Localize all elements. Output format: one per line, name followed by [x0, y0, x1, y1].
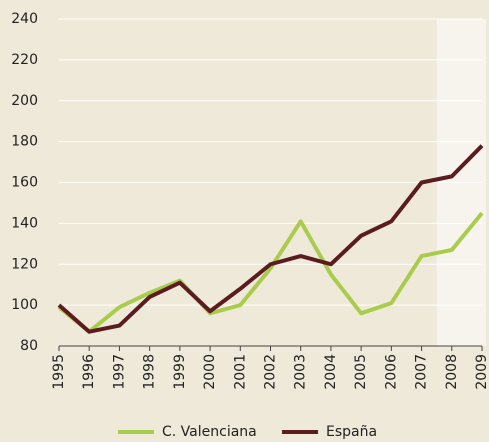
y-tick-label: 160	[11, 175, 38, 191]
y-tick-label: 220	[11, 52, 38, 68]
x-tick-label: 2001	[232, 354, 248, 390]
x-tick-label: 1995	[51, 354, 67, 390]
y-tick-label: 80	[20, 338, 38, 354]
y-tick-label: 100	[11, 297, 38, 313]
x-tick-label: 2002	[263, 354, 279, 390]
x-tick-label: 2006	[383, 354, 399, 390]
legend-label: C. Valenciana	[162, 424, 257, 440]
x-tick-label: 2008	[444, 354, 460, 390]
x-tick-label: 2005	[353, 354, 369, 390]
legend-label: España	[326, 424, 377, 440]
y-tick-label: 240	[11, 11, 38, 27]
series-line	[57, 211, 484, 334]
series-line	[57, 144, 484, 334]
x-tick-label: 2003	[293, 354, 309, 390]
x-tick-label: 1996	[81, 354, 97, 390]
x-tick-label: 2004	[323, 354, 339, 390]
x-tick-label: 1998	[142, 354, 158, 390]
y-tick-label: 140	[11, 215, 38, 231]
x-tick-label: 2009	[474, 354, 489, 390]
x-tick-label: 2007	[414, 354, 430, 390]
x-tick-label: 1997	[111, 354, 127, 390]
y-tick-label: 180	[11, 134, 38, 150]
x-tick-label: 2000	[202, 354, 218, 390]
y-tick-label: 120	[11, 256, 38, 272]
x-tick-label: 1999	[172, 354, 188, 390]
y-tick-label: 200	[11, 93, 38, 109]
